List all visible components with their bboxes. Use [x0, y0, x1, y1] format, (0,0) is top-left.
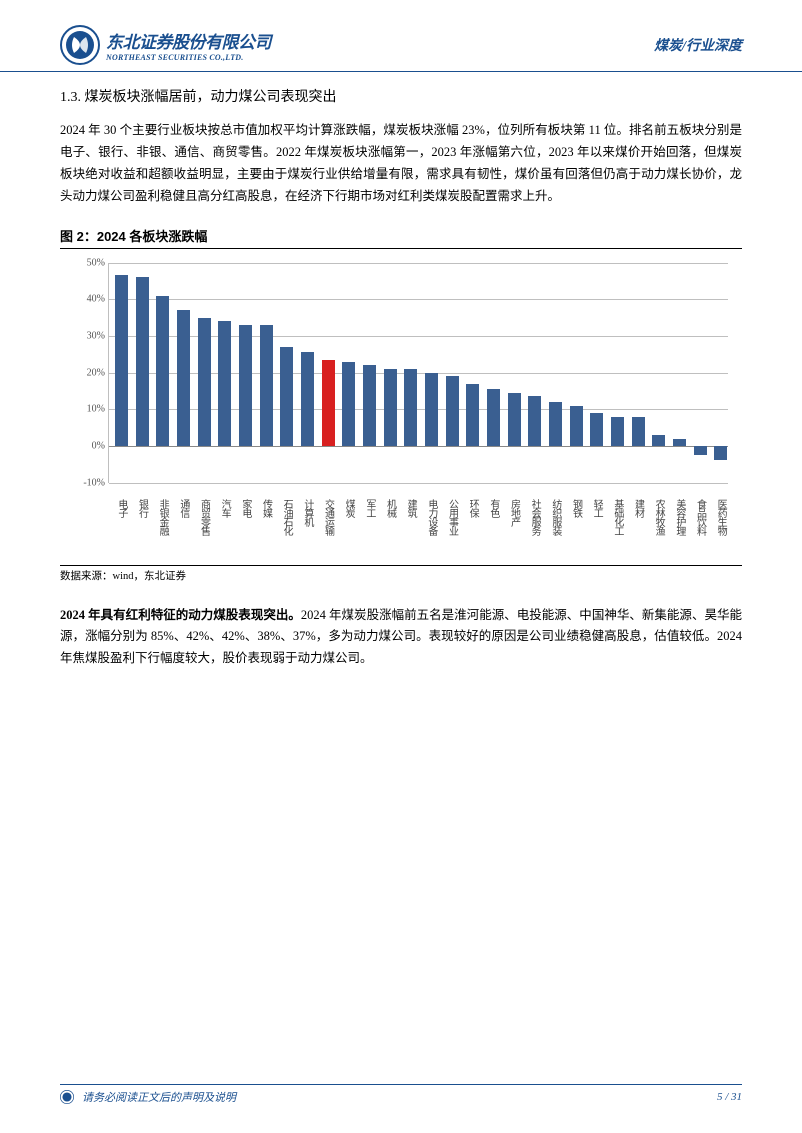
xtick-label: 公用事业: [445, 499, 460, 535]
xtick-label: 钢铁: [569, 499, 584, 517]
xtick-label: 环保: [465, 499, 480, 517]
ytick-label: -10%: [71, 477, 105, 488]
footer-disclaimer: 请务必阅读正文后的声明及说明: [82, 1089, 236, 1105]
chart-bar: [673, 439, 686, 446]
company-logo-icon: [60, 25, 100, 65]
ytick-label: 10%: [71, 404, 105, 415]
chart-bar: [404, 369, 417, 446]
xtick-label: 有色: [486, 499, 501, 517]
logo-block: 东北证券股份有限公司 NORTHEAST SECURITIES CO.,LTD.: [60, 25, 271, 65]
paragraph-2: 2024 年具有红利特征的动力煤股表现突出。2024 年煤炭股涨幅前五名是淮河能…: [60, 605, 742, 671]
chart-wrapper: -10% 0% 10% 20% 30% 40% 50% 电子银行非银金融通信商贸零售汽车家电传…: [60, 253, 742, 566]
chart-bar: [280, 347, 293, 446]
xtick-label: 机械: [383, 499, 398, 517]
chart-bar: [466, 384, 479, 446]
xtick-label: 农林牧渔: [651, 499, 666, 535]
chart-bar: [239, 325, 252, 446]
xtick-label: 军工: [362, 499, 377, 517]
chart-bar: [714, 446, 727, 461]
chart-bar: [322, 360, 335, 446]
chart-bar: [136, 277, 149, 446]
footer-left: 请务必阅读正文后的声明及说明: [60, 1089, 236, 1105]
chart-bar: [260, 325, 273, 446]
chart-plot-area: -10%0%10%20%30%40%50%电子银行非银金融通信商贸零售汽车家电传…: [108, 263, 728, 483]
report-category: 煤炭/行业深度: [654, 35, 742, 55]
ytick-label: 0%: [71, 440, 105, 451]
chart-bar: [198, 318, 211, 446]
chart-bar: [528, 396, 541, 446]
xtick-label: 商贸零售: [197, 499, 212, 535]
chart-bar: [549, 402, 562, 446]
xtick-label: 食品饮料: [693, 499, 708, 535]
xtick-label: 煤炭: [341, 499, 356, 517]
chart-bar: [115, 275, 128, 446]
chart-bar: [218, 321, 231, 446]
chart-bar: [301, 352, 314, 446]
chart-bar: [570, 406, 583, 446]
content-area: 1.3. 煤炭板块涨幅居前，动力煤公司表现突出 2024 年 30 个主要行业板…: [0, 72, 802, 670]
page-number: 5 / 31: [717, 1091, 742, 1103]
chart-source: 数据来源：wind，东北证券: [60, 568, 742, 583]
xtick-label: 社会服务: [527, 499, 542, 535]
chart-bar: [342, 362, 355, 446]
xtick-label: 医药生物: [713, 499, 728, 535]
xtick-label: 电力设备: [424, 499, 439, 535]
xtick-label: 房地产: [507, 499, 522, 526]
paragraph-1: 2024 年 30 个主要行业板块按总市值加权平均计算涨跌幅，煤炭板块涨幅 23…: [60, 120, 742, 208]
xtick-label: 纺织服装: [548, 499, 563, 535]
footer-logo-icon: [60, 1090, 74, 1104]
xtick-label: 石油石化: [279, 499, 294, 535]
chart-bar: [156, 296, 169, 446]
ytick-label: 50%: [71, 257, 105, 268]
xtick-label: 银行: [135, 499, 150, 517]
xtick-label: 电子: [114, 499, 129, 517]
xtick-label: 通信: [176, 499, 191, 517]
chart-bar: [590, 413, 603, 446]
xtick-label: 传媒: [259, 499, 274, 517]
xtick-label: 非银金融: [155, 499, 170, 535]
chart-bar: [177, 310, 190, 446]
chart-bar: [508, 393, 521, 446]
section-title: 1.3. 煤炭板块涨幅居前，动力煤公司表现突出: [60, 86, 742, 106]
chart-bar: [694, 446, 707, 455]
page-footer: 请务必阅读正文后的声明及说明 5 / 31: [60, 1084, 742, 1105]
xtick-label: 建筑: [403, 499, 418, 517]
chart-bar: [363, 365, 376, 446]
chart-bar: [611, 417, 624, 446]
xtick-label: 汽车: [217, 499, 232, 517]
chart-title: 图 2：2024 各板块涨跌幅: [60, 226, 742, 249]
ytick-label: 40%: [71, 294, 105, 305]
chart-bar: [446, 376, 459, 446]
xtick-label: 建材: [631, 499, 646, 517]
xtick-label: 家电: [238, 499, 253, 517]
logo-text: 东北证券股份有限公司 NORTHEAST SECURITIES CO.,LTD.: [106, 28, 271, 62]
company-name-en: NORTHEAST SECURITIES CO.,LTD.: [106, 53, 271, 62]
xtick-label: 计算机: [300, 499, 315, 526]
xtick-label: 美容护理: [672, 499, 687, 535]
company-name-cn: 东北证券股份有限公司: [106, 28, 271, 53]
xtick-label: 轻工: [589, 499, 604, 517]
chart-bar: [632, 417, 645, 446]
page-header: 东北证券股份有限公司 NORTHEAST SECURITIES CO.,LTD.…: [0, 0, 802, 72]
bar-chart: -10% 0% 10% 20% 30% 40% 50% 电子银行非银金融通信商贸零售汽车家电传…: [60, 253, 740, 563]
paragraph-2-bold: 2024 年具有红利特征的动力煤股表现突出。: [60, 608, 301, 622]
ytick-label: 20%: [71, 367, 105, 378]
xtick-label: 基础化工: [610, 499, 625, 535]
ytick-label: 30%: [71, 330, 105, 341]
chart-bar: [652, 435, 665, 446]
chart-bar: [425, 373, 438, 446]
chart-bar: [384, 369, 397, 446]
xtick-label: 交通运输: [321, 499, 336, 535]
chart-bar: [487, 389, 500, 446]
